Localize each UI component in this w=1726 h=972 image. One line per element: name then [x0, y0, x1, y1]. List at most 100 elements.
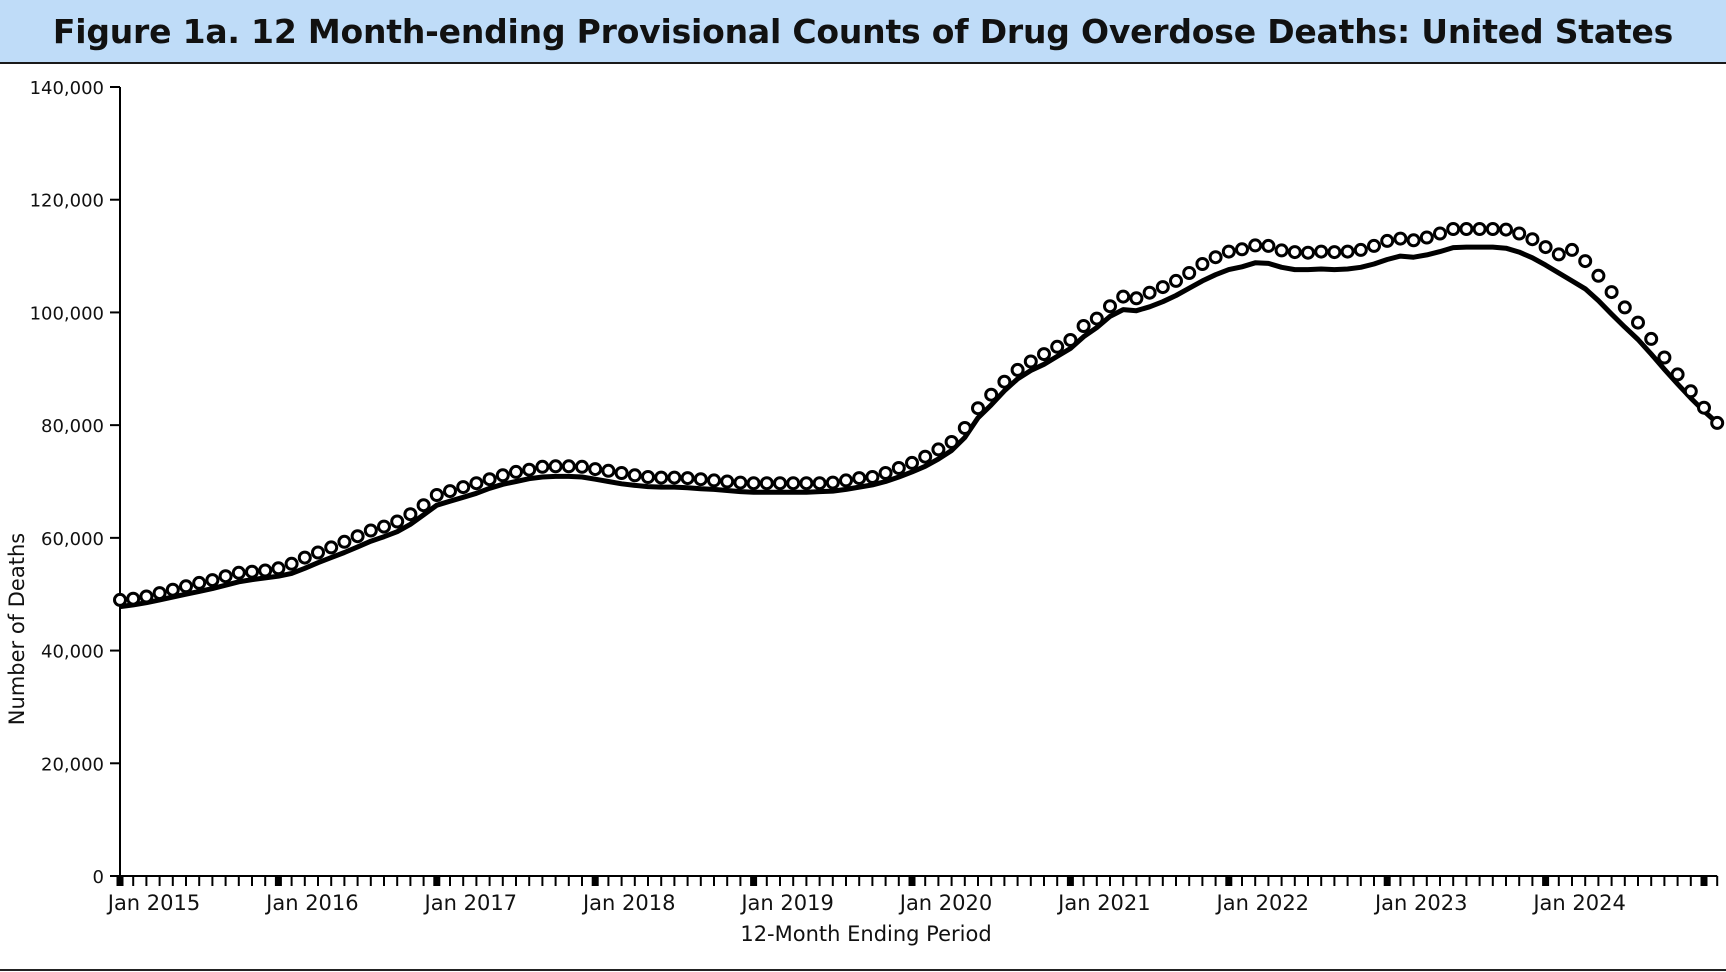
predicted-deaths-point [1050, 339, 1065, 354]
predicted-deaths-point [773, 476, 787, 491]
predicted-deaths-point [1248, 238, 1263, 253]
predicted-deaths-point [1644, 331, 1659, 346]
predicted-deaths-point [311, 545, 325, 560]
predicted-deaths-point [707, 473, 721, 488]
chart-title-bar: Figure 1a. 12 Month-ending Provisional C… [0, 0, 1726, 64]
predicted-deaths-point [363, 523, 378, 538]
predicted-deaths-point [812, 476, 827, 491]
predicted-deaths-point [1631, 315, 1645, 330]
predicted-deaths-point [1182, 266, 1197, 280]
predicted-deaths-point [245, 564, 259, 579]
predicted-deaths-point [1340, 244, 1355, 259]
predicted-deaths-point [113, 592, 127, 607]
predicted-deaths-point [1287, 245, 1302, 260]
predicted-deaths-point [350, 529, 365, 544]
predicted-deaths-point [667, 470, 682, 485]
predicted-deaths-point [179, 579, 193, 594]
predicted-deaths-point [1512, 226, 1527, 241]
predicted-deaths-point [416, 498, 431, 513]
predicted-deaths-point [1380, 233, 1395, 248]
predicted-deaths-point [1446, 222, 1461, 236]
reported-deaths-line [119, 244, 1719, 610]
y-axis-label: Number of Deaths [5, 533, 29, 725]
predicted-deaths-point [957, 421, 972, 435]
predicted-deaths-point [443, 484, 457, 499]
x-tick-label: Jan 2019 [739, 891, 834, 915]
predicted-deaths-point [1565, 242, 1579, 257]
predicted-deaths-point [1499, 222, 1513, 237]
predicted-deaths-point [1195, 257, 1210, 271]
predicted-deaths-point [905, 455, 919, 470]
predicted-deaths-point [1459, 222, 1474, 236]
predicted-deaths-point [1208, 250, 1223, 265]
predicted-deaths-point [231, 565, 246, 580]
x-tick-label: Jan 2023 [1373, 891, 1468, 915]
predicted-deaths-point [284, 556, 299, 571]
predicted-deaths-point [1063, 333, 1078, 347]
predicted-deaths-point [786, 476, 801, 491]
predicted-deaths-point [759, 476, 774, 491]
x-tick-label: Jan 2024 [1531, 891, 1626, 915]
y-tick-label: 140,000 [30, 78, 104, 99]
predicted-deaths-point [1221, 244, 1236, 259]
x-tick-label: Jan 2015 [106, 891, 201, 915]
predicted-deaths-point [1604, 285, 1619, 300]
predicted-deaths-point [1683, 384, 1698, 399]
predicted-deaths-point [825, 475, 840, 490]
predicted-deaths-point [509, 464, 523, 479]
predicted-deaths-point [1274, 243, 1289, 258]
predicted-deaths-point [1697, 400, 1711, 415]
predicted-deaths-point [614, 466, 629, 480]
predicted-deaths-point [1116, 289, 1131, 304]
predicted-deaths-point [971, 401, 985, 416]
x-tick-label: Jan 2018 [581, 891, 676, 915]
predicted-deaths-point [403, 507, 418, 522]
predicted-deaths-point [1433, 226, 1447, 241]
predicted-deaths-point [271, 561, 286, 576]
x-axis: Jan 2015 Jan 2016 Jan 2017 Jan 2018 Jan 2019… [106, 875, 1719, 915]
predicted-deaths-point [337, 534, 352, 549]
predicted-deaths-point [1261, 238, 1276, 253]
predicted-deaths-point [680, 471, 695, 486]
predicted-deaths-point [1010, 362, 1025, 377]
x-tick-label: Jan 2020 [898, 891, 993, 915]
predicted-deaths-point [746, 476, 761, 491]
predicted-deaths-point [192, 575, 207, 590]
predicted-deaths-point [1591, 268, 1606, 283]
predicted-deaths-point [1617, 300, 1632, 315]
predicted-deaths-point [535, 459, 550, 474]
predicted-deaths-point [1485, 222, 1500, 236]
x-tick-label: Jan 2022 [1215, 891, 1310, 915]
predicted-deaths-point [984, 387, 999, 402]
predicted-deaths-point [1235, 242, 1249, 257]
predicted-deaths-point [377, 519, 391, 534]
x-tick-label: Jan 2016 [264, 891, 359, 915]
predicted-deaths-point [139, 589, 154, 604]
predicted-deaths-point [1314, 244, 1329, 259]
predicted-deaths-point [1142, 285, 1157, 300]
predicted-deaths-point [152, 586, 167, 601]
predicted-deaths-point [1155, 280, 1170, 295]
x-axis-label: 12-Month Ending Period [740, 922, 991, 946]
predicted-deaths-point [561, 459, 576, 474]
predicted-deaths-point [1301, 245, 1315, 260]
x-tick-label: Jan 2021 [1056, 891, 1151, 915]
y-tick-label: 100,000 [30, 303, 104, 324]
chart-title: Figure 1a. 12 Month-ending Provisional C… [52, 11, 1674, 51]
predicted-deaths-point [1327, 245, 1342, 260]
predicted-deaths-point [324, 540, 339, 555]
predicted-deaths-point [1393, 231, 1408, 246]
bottom-rule [0, 969, 1726, 971]
predicted-deaths-point [1406, 233, 1421, 248]
overdose-deaths-chart: 0 20,000 40,000 60,000 80,000 100,000 120,000 1… [5, 78, 1725, 946]
predicted-deaths-point [165, 582, 180, 597]
predicted-deaths-point [1367, 238, 1381, 253]
predicted-deaths-point [720, 474, 735, 489]
predicted-deaths-point [548, 459, 563, 474]
predicted-deaths-point [429, 488, 444, 502]
predicted-deaths-point [1670, 367, 1685, 382]
predicted-deaths-point [588, 462, 603, 477]
predicted-deaths-point [1538, 240, 1553, 255]
predicted-deaths-point [1353, 242, 1368, 257]
predicted-deaths-point [1037, 347, 1051, 362]
